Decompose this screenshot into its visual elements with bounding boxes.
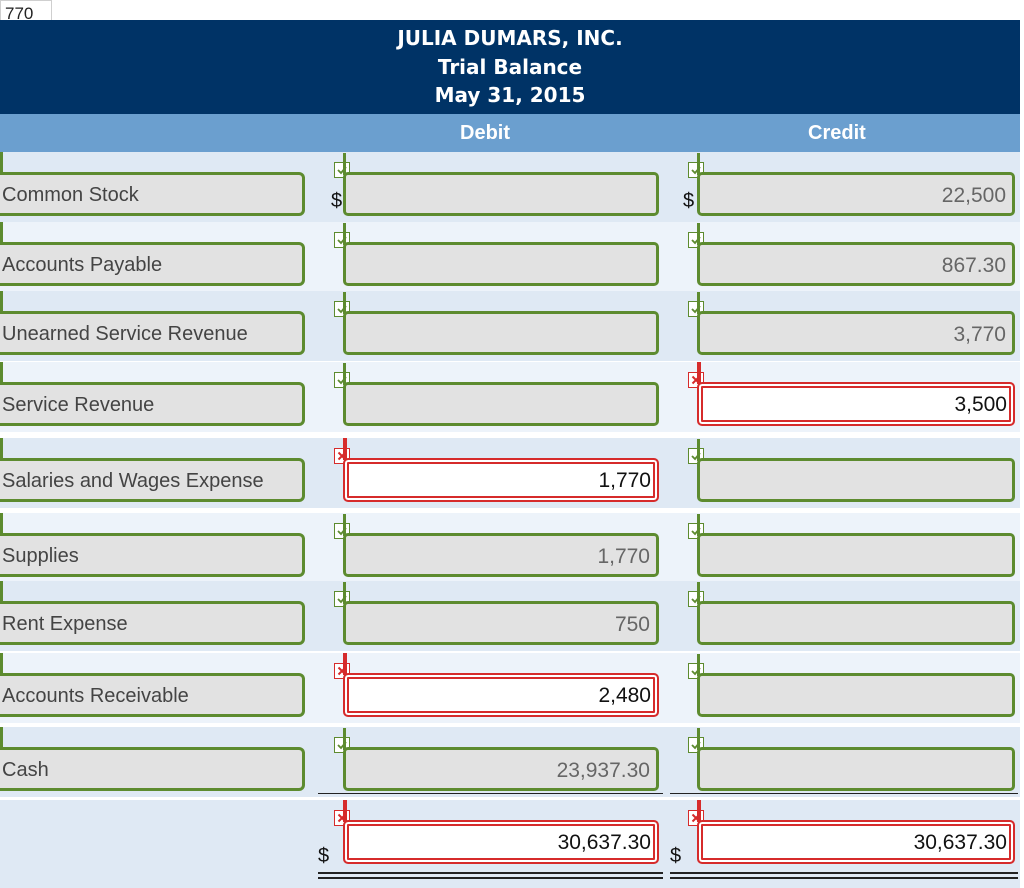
debit-amount-input[interactable]: 1,770: [343, 458, 659, 502]
account-name-input[interactable]: Salaries and Wages Expense: [0, 458, 305, 502]
table-row: Cash 23,937.30: [0, 727, 1020, 797]
debit-amount-value: 2,480: [598, 684, 651, 707]
credit-amount-input[interactable]: 867.30: [697, 242, 1015, 286]
credit-amount-value: 3,770: [953, 323, 1006, 346]
totals-row: 30,637.30 30,637.30 $ $: [0, 800, 1020, 888]
account-name-input[interactable]: Cash: [0, 747, 305, 791]
account-name-input[interactable]: Supplies: [0, 533, 305, 577]
statement-title: Trial Balance: [0, 55, 1020, 79]
credit-amount-input[interactable]: [697, 673, 1015, 717]
debit-amount-input[interactable]: [343, 172, 659, 216]
debit-amount-input[interactable]: 23,937.30: [343, 747, 659, 791]
total-debit-currency-symbol: $: [318, 845, 329, 868]
debit-subtotal-underline: [318, 793, 663, 794]
debit-currency-symbol: $: [331, 190, 342, 213]
debit-amount-input[interactable]: [343, 382, 659, 426]
debit-column-header: Debit: [460, 122, 510, 145]
debit-amount-value: 30,637.30: [558, 831, 651, 854]
debit-amount-input[interactable]: 2,480: [343, 673, 659, 717]
credit-amount-value: 22,500: [942, 184, 1006, 207]
credit-double-underline: [670, 872, 1018, 874]
credit-subtotal-underline: [670, 793, 1018, 794]
debit-amount-value: 750: [615, 613, 650, 636]
debit-amount-input[interactable]: 1,770: [343, 533, 659, 577]
credit-amount-input[interactable]: [697, 601, 1015, 645]
credit-amount-input[interactable]: 22,500: [697, 172, 1015, 216]
credit-amount-input[interactable]: 3,770: [697, 311, 1015, 355]
credit-column-header: Credit: [808, 122, 866, 145]
credit-amount-value: 3,500: [954, 393, 1007, 416]
table-row: Supplies 1,770: [0, 513, 1020, 583]
credit-amount-input[interactable]: [697, 533, 1015, 577]
account-name-input[interactable]: Accounts Receivable: [0, 673, 305, 717]
statement-date: May 31, 2015: [0, 83, 1020, 107]
account-name: Salaries and Wages Expense: [2, 470, 264, 492]
debit-amount-value: 1,770: [598, 469, 651, 492]
credit-amount-input[interactable]: [697, 458, 1015, 502]
debit-amount-value: 23,937.30: [557, 759, 650, 782]
account-name: Cash: [2, 759, 49, 781]
credit-double-underline: [670, 877, 1018, 879]
account-name: Rent Expense: [2, 613, 128, 635]
account-name: Supplies: [2, 545, 79, 567]
statement-header: JULIA DUMARS, INC. Trial Balance May 31,…: [0, 20, 1020, 114]
account-name: Unearned Service Revenue: [2, 323, 248, 345]
account-name-input[interactable]: Common Stock: [0, 172, 305, 216]
credit-amount-input[interactable]: 3,500: [697, 382, 1015, 426]
table-row: Salaries and Wages Expense 1,770: [0, 438, 1020, 508]
account-name: Service Revenue: [2, 394, 154, 416]
total-credit-currency-symbol: $: [670, 845, 681, 868]
debit-amount-value: 1,770: [597, 545, 650, 568]
debit-amount-input[interactable]: [343, 242, 659, 286]
table-row: Accounts Payable 867.30: [0, 222, 1020, 292]
account-name-input[interactable]: Unearned Service Revenue: [0, 311, 305, 355]
debit-amount-input[interactable]: [343, 311, 659, 355]
account-name: Accounts Receivable: [2, 685, 189, 707]
table-row: Common Stock 22,500 $ $: [0, 152, 1020, 222]
credit-amount-value: 30,637.30: [914, 831, 1007, 854]
account-name-input[interactable]: Rent Expense: [0, 601, 305, 645]
account-name-input[interactable]: Service Revenue: [0, 382, 305, 426]
credit-amount-input[interactable]: [697, 747, 1015, 791]
credit-currency-symbol: $: [683, 190, 694, 213]
credit-amount-input[interactable]: 30,637.30: [697, 820, 1015, 864]
account-name-input[interactable]: Accounts Payable: [0, 242, 305, 286]
credit-amount-value: 867.30: [942, 254, 1006, 277]
account-name: Accounts Payable: [2, 254, 162, 276]
table-row: Unearned Service Revenue 3,770: [0, 291, 1020, 361]
table-row: Accounts Receivable 2,480: [0, 653, 1020, 723]
debit-double-underline: [318, 877, 663, 879]
account-name: Common Stock: [2, 184, 139, 206]
column-headers: Debit Credit: [0, 114, 1020, 152]
table-row: Rent Expense 750: [0, 581, 1020, 651]
debit-double-underline: [318, 872, 663, 874]
table-row: Service Revenue 3,500: [0, 362, 1020, 432]
debit-amount-input[interactable]: 750: [343, 601, 659, 645]
debit-amount-input[interactable]: 30,637.30: [343, 820, 659, 864]
company-name: JULIA DUMARS, INC.: [0, 26, 1020, 50]
